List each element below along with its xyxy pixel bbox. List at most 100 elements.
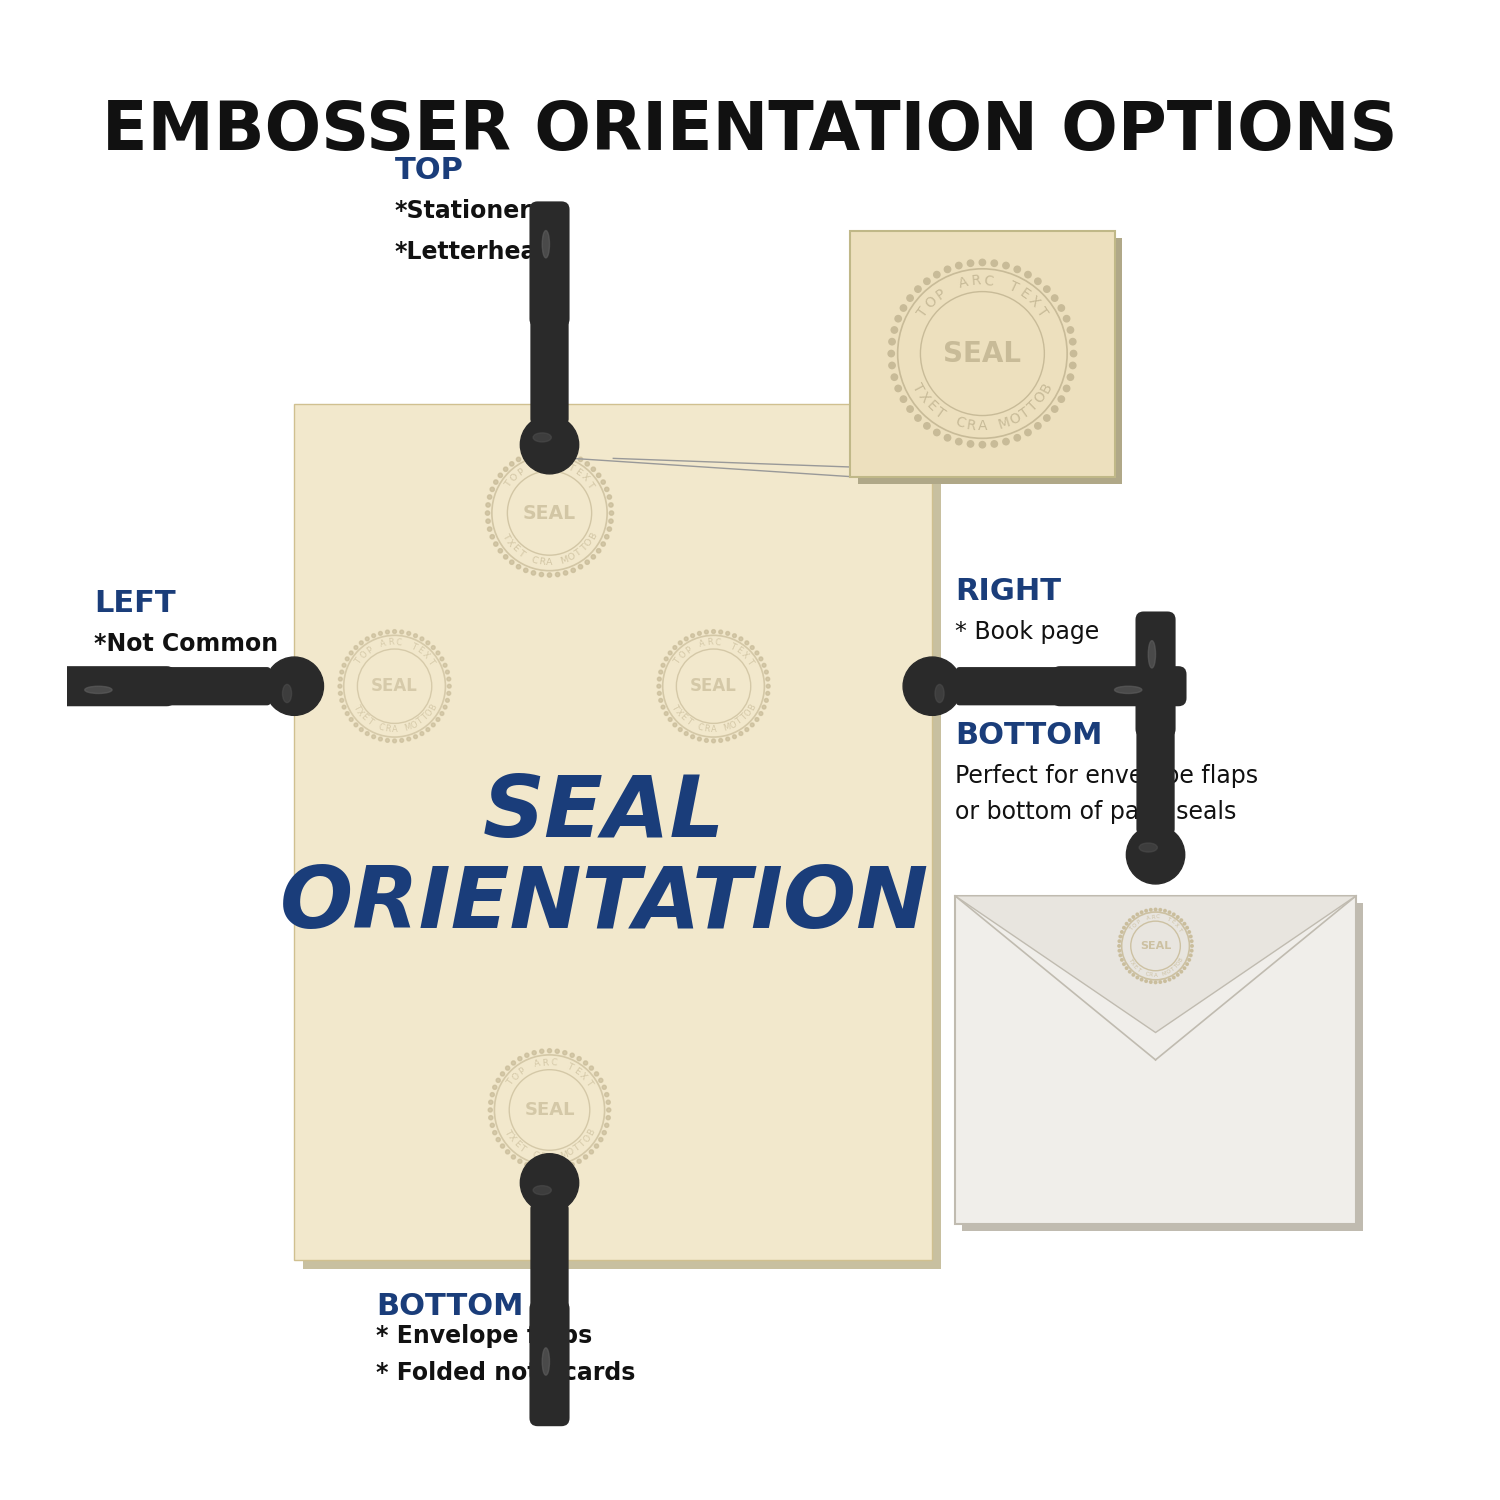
Circle shape: [506, 1066, 510, 1070]
Circle shape: [1044, 286, 1050, 292]
Circle shape: [766, 676, 770, 681]
Circle shape: [750, 723, 754, 728]
Text: SEAL: SEAL: [525, 1101, 574, 1119]
Circle shape: [900, 304, 906, 310]
Circle shape: [698, 736, 702, 741]
Circle shape: [1136, 976, 1138, 980]
Circle shape: [350, 651, 352, 656]
Text: T: T: [503, 1128, 513, 1137]
Circle shape: [420, 638, 424, 640]
FancyBboxPatch shape: [530, 1300, 570, 1426]
Circle shape: [740, 732, 742, 735]
Text: B: B: [1038, 381, 1054, 396]
Circle shape: [345, 657, 350, 662]
Text: E: E: [678, 712, 688, 723]
Circle shape: [340, 670, 344, 674]
Circle shape: [494, 542, 498, 546]
Circle shape: [492, 1084, 496, 1089]
Text: B: B: [588, 531, 598, 542]
Text: E: E: [573, 466, 584, 478]
Ellipse shape: [532, 433, 552, 442]
Circle shape: [1186, 927, 1188, 928]
Circle shape: [718, 630, 723, 634]
Text: T: T: [684, 717, 693, 728]
Circle shape: [891, 374, 897, 381]
Circle shape: [510, 560, 515, 564]
FancyBboxPatch shape: [956, 668, 1072, 705]
Circle shape: [915, 416, 921, 422]
Text: X: X: [579, 472, 590, 483]
Text: T: T: [744, 657, 754, 666]
Text: A: A: [392, 726, 398, 735]
Text: P: P: [516, 466, 526, 478]
Circle shape: [1184, 922, 1185, 926]
Text: T: T: [1170, 966, 1174, 972]
Circle shape: [1044, 416, 1050, 422]
Circle shape: [531, 452, 536, 456]
Circle shape: [406, 736, 411, 741]
Circle shape: [494, 480, 498, 484]
Circle shape: [766, 692, 770, 696]
Circle shape: [956, 438, 962, 446]
Circle shape: [354, 645, 358, 650]
Circle shape: [674, 723, 676, 728]
Circle shape: [968, 260, 974, 267]
Circle shape: [606, 1108, 610, 1112]
Text: R: R: [1150, 914, 1155, 920]
Text: T: T: [572, 1143, 582, 1154]
Circle shape: [579, 564, 582, 568]
Text: O: O: [584, 537, 596, 549]
Text: T: T: [518, 1143, 526, 1154]
Circle shape: [1120, 958, 1124, 962]
Text: E: E: [1170, 920, 1174, 926]
Text: O: O: [1032, 388, 1050, 406]
Circle shape: [1064, 386, 1070, 392]
Circle shape: [579, 458, 582, 462]
Text: X: X: [578, 1071, 588, 1082]
Text: SEAL: SEAL: [690, 676, 736, 694]
Circle shape: [340, 699, 344, 702]
Circle shape: [992, 441, 998, 447]
Circle shape: [338, 684, 342, 688]
Text: E: E: [512, 1138, 522, 1149]
FancyBboxPatch shape: [531, 306, 568, 423]
Circle shape: [516, 458, 520, 462]
Text: C: C: [376, 723, 386, 734]
Circle shape: [584, 1060, 588, 1065]
Text: T: T: [670, 702, 680, 711]
Circle shape: [525, 1162, 530, 1167]
Circle shape: [1122, 963, 1125, 966]
Circle shape: [1128, 970, 1131, 974]
Circle shape: [585, 462, 590, 466]
Circle shape: [754, 717, 759, 722]
Circle shape: [591, 555, 596, 560]
Circle shape: [518, 1056, 522, 1060]
Circle shape: [698, 632, 702, 636]
Text: O: O: [358, 650, 369, 662]
Circle shape: [1052, 406, 1058, 412]
Circle shape: [548, 573, 552, 578]
Text: T: T: [933, 405, 948, 422]
Text: O: O: [410, 720, 419, 730]
Circle shape: [372, 735, 375, 738]
Circle shape: [372, 634, 375, 638]
Circle shape: [342, 705, 346, 710]
Circle shape: [488, 495, 492, 500]
Circle shape: [684, 638, 688, 640]
Circle shape: [604, 1124, 609, 1128]
Circle shape: [1190, 954, 1192, 957]
Circle shape: [496, 1137, 501, 1142]
Circle shape: [555, 573, 560, 576]
Circle shape: [512, 1060, 516, 1065]
Circle shape: [447, 684, 452, 688]
Bar: [850, 231, 1114, 477]
Text: T: T: [1007, 279, 1020, 296]
Text: T: T: [1176, 927, 1182, 932]
Text: *Letterhead: *Letterhead: [394, 240, 554, 264]
Circle shape: [604, 488, 609, 492]
Circle shape: [915, 286, 921, 292]
Circle shape: [1180, 970, 1182, 974]
Circle shape: [436, 717, 439, 722]
Text: A: A: [546, 558, 554, 567]
Circle shape: [488, 526, 492, 531]
